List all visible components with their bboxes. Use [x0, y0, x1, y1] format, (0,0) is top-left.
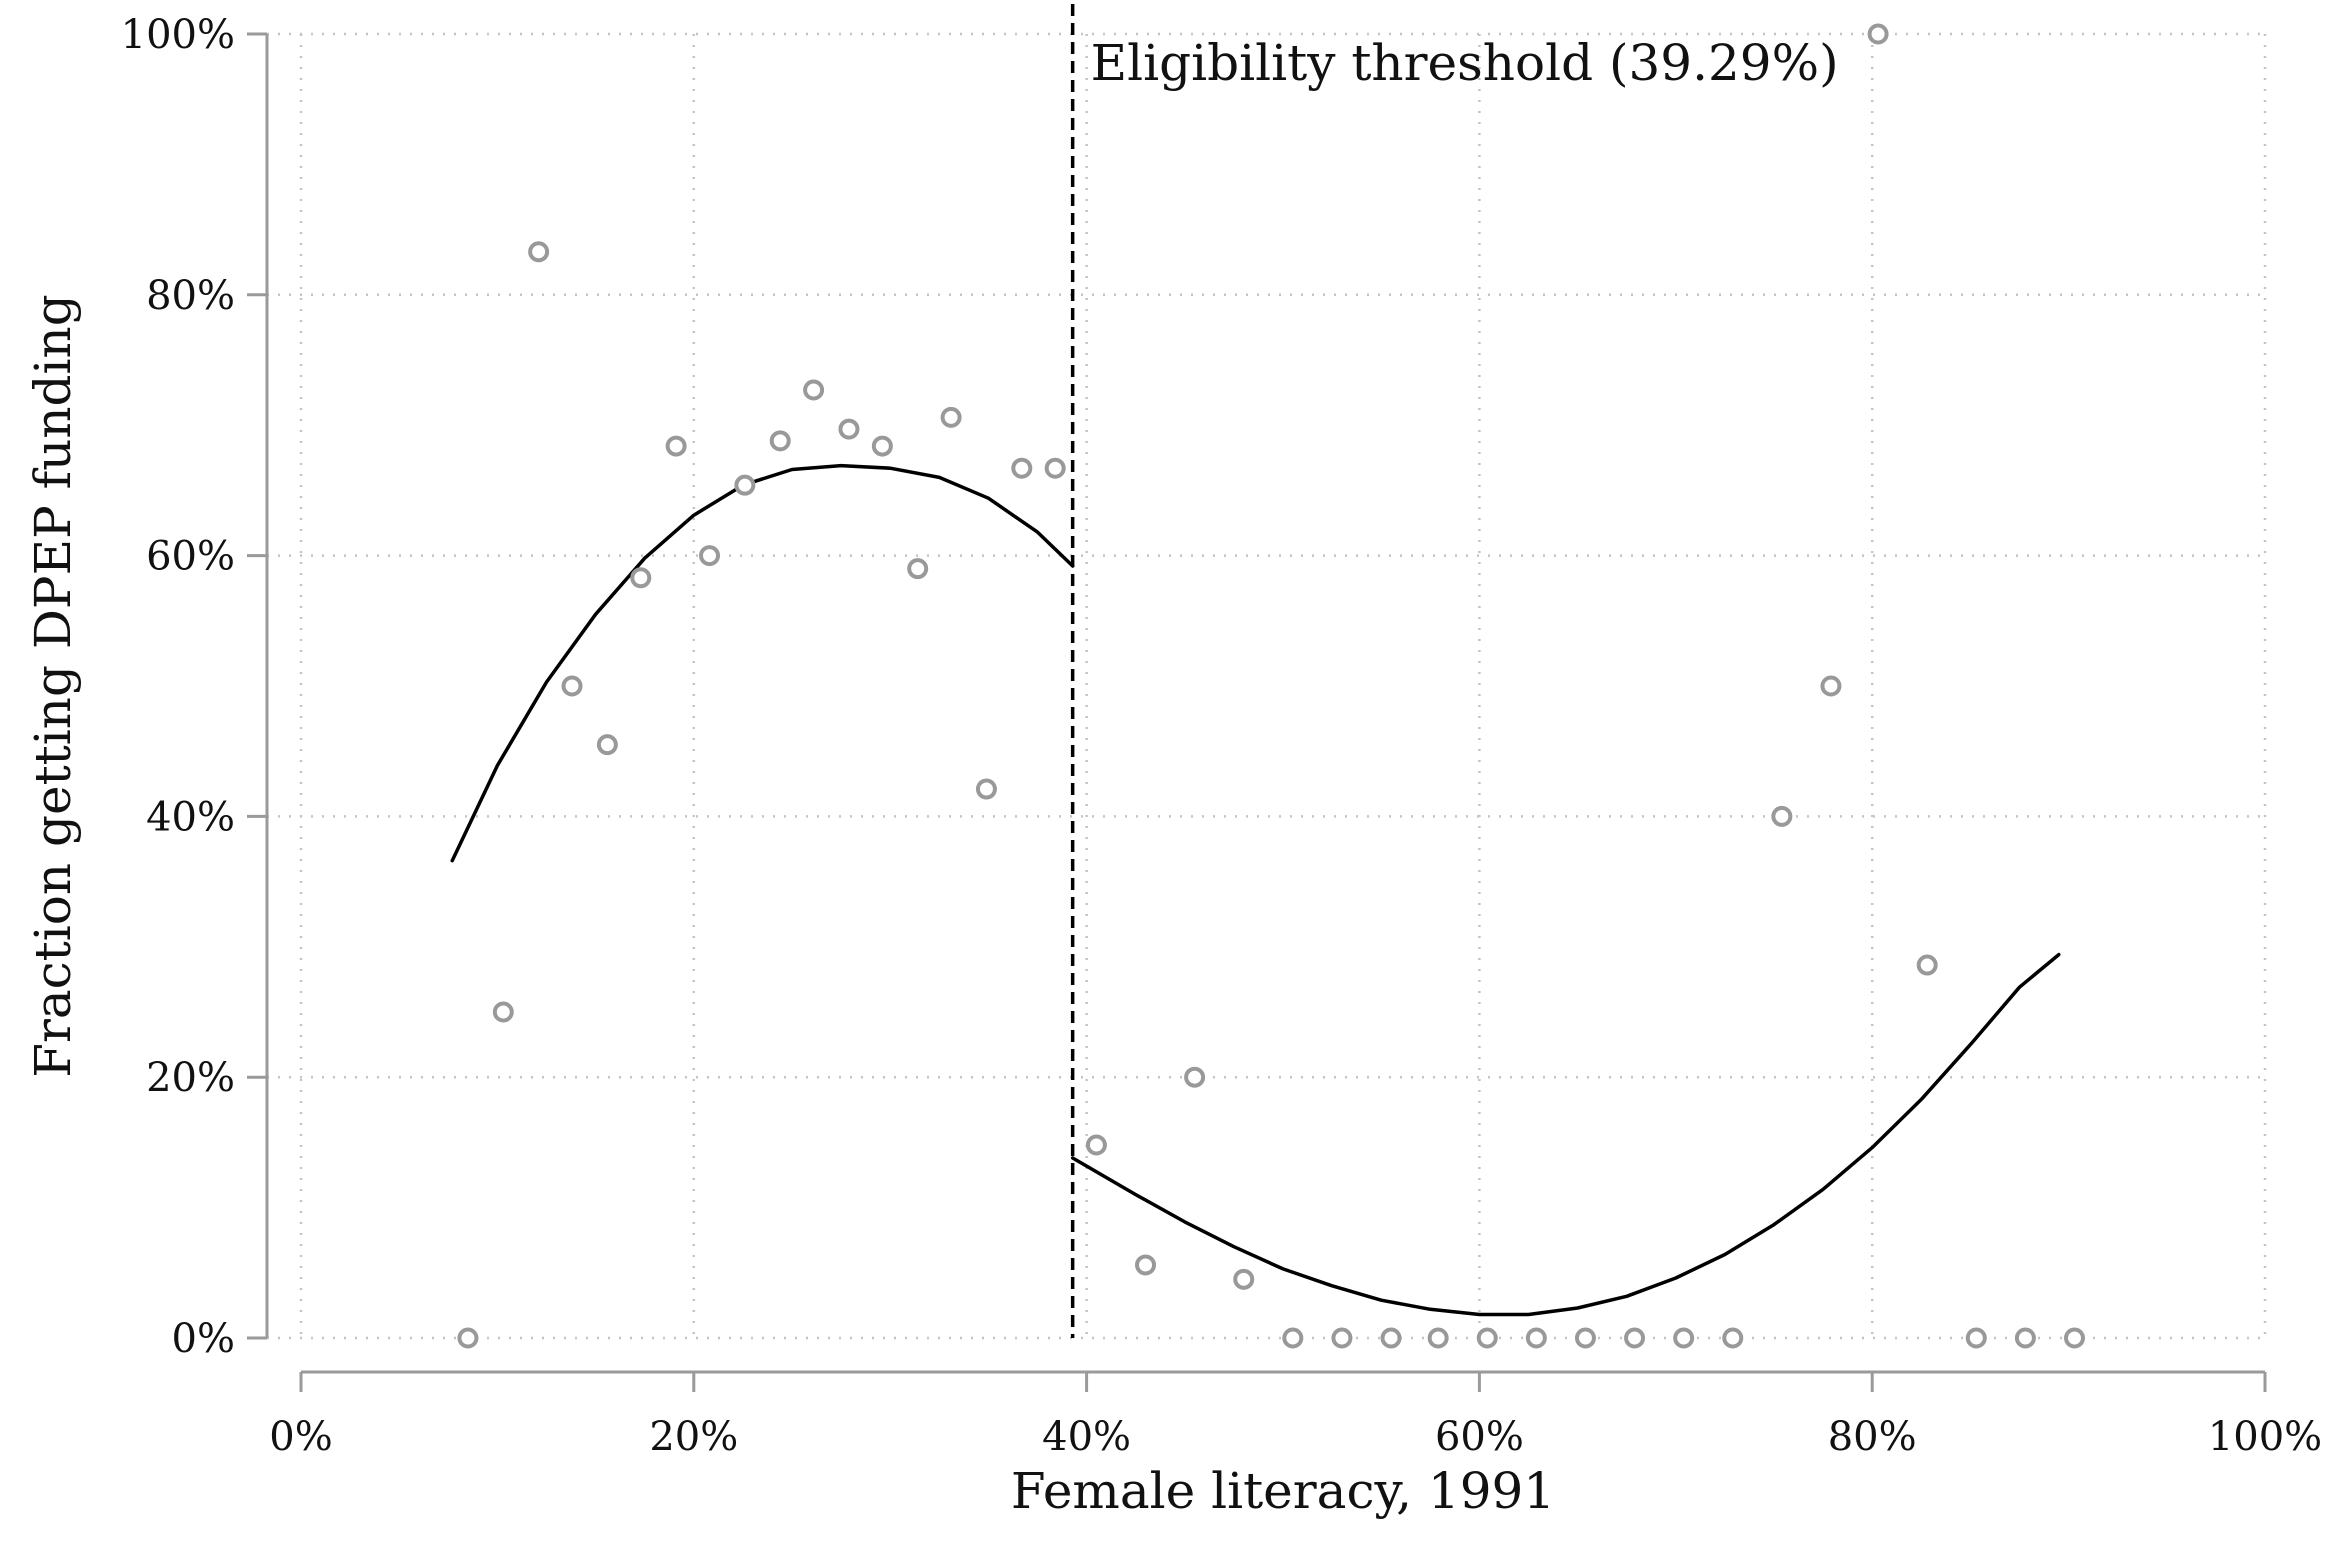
data-point-21 — [1233, 1268, 1255, 1290]
data-point-24 — [1380, 1327, 1402, 1349]
data-points — [457, 23, 2085, 1349]
axes — [247, 32, 2267, 1392]
data-point-15 — [975, 778, 997, 800]
data-point-36 — [1965, 1327, 1987, 1349]
y-tick-label-1: 20% — [146, 1055, 235, 1101]
data-point-17 — [1044, 457, 1066, 479]
data-point-6 — [665, 435, 687, 457]
x-axis-title: Female literacy, 1991 — [1011, 1462, 1555, 1520]
data-point-5 — [630, 567, 652, 589]
threshold-label: Eligibility threshold (39.29%) — [1091, 34, 1839, 92]
data-point-35 — [1916, 954, 1938, 976]
data-point-23 — [1331, 1327, 1353, 1349]
y-axis-title: Fraction getting DPEP funding — [24, 294, 82, 1077]
data-point-3 — [561, 675, 583, 697]
y-tick-label-4: 80% — [146, 273, 235, 319]
data-point-30 — [1673, 1327, 1695, 1349]
data-point-12 — [871, 435, 893, 457]
data-point-20 — [1184, 1066, 1206, 1088]
data-point-2 — [528, 241, 550, 263]
y-tick-label-5: 100% — [121, 12, 235, 58]
data-point-1 — [492, 1001, 514, 1023]
data-point-8 — [734, 474, 756, 496]
data-point-27 — [1525, 1327, 1547, 1349]
data-point-18 — [1085, 1134, 1107, 1156]
fit-curve-left — [450, 463, 1075, 863]
fit-curve-right — [1070, 952, 2061, 1317]
tick-labels: 0% 20% 40% 60% 80% 100% 0% 20% 40% 60% 80% 100% — [121, 12, 2323, 1460]
data-point-19 — [1135, 1254, 1157, 1276]
fit-curves — [450, 463, 2061, 1317]
data-point-25 — [1427, 1327, 1449, 1349]
x-tick-label-5: 100% — [2208, 1414, 2322, 1460]
data-point-9 — [769, 430, 791, 452]
y-tick-label-3: 60% — [146, 534, 235, 580]
x-tick-label-4: 80% — [1828, 1414, 1917, 1460]
data-point-14 — [940, 406, 962, 428]
data-point-7 — [699, 545, 721, 567]
data-point-0 — [457, 1327, 479, 1349]
data-point-10 — [803, 379, 825, 401]
data-point-11 — [838, 418, 860, 440]
data-point-13 — [907, 558, 929, 580]
data-point-31 — [1722, 1327, 1744, 1349]
x-tick-label-1: 20% — [649, 1414, 738, 1460]
data-point-33 — [1820, 675, 1842, 697]
data-point-4 — [596, 734, 618, 756]
data-point-22 — [1282, 1327, 1304, 1349]
data-point-16 — [1011, 457, 1033, 479]
x-tick-label-0: 0% — [269, 1414, 332, 1460]
x-tick-label-3: 60% — [1435, 1414, 1524, 1460]
data-point-26 — [1476, 1327, 1498, 1349]
y-tick-label-2: 40% — [146, 794, 235, 840]
data-point-38 — [2063, 1327, 2085, 1349]
y-tick-label-0: 0% — [172, 1316, 235, 1362]
data-point-34 — [1867, 23, 1889, 45]
data-point-29 — [1624, 1327, 1646, 1349]
data-point-32 — [1771, 805, 1793, 827]
data-point-28 — [1574, 1327, 1596, 1349]
x-tick-label-2: 40% — [1042, 1414, 1131, 1460]
data-point-37 — [2014, 1327, 2036, 1349]
